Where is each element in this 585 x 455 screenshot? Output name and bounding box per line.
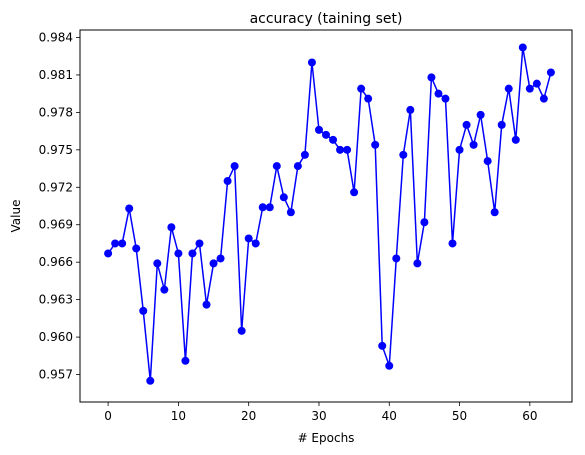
data-point bbox=[420, 218, 429, 227]
data-point bbox=[202, 300, 211, 309]
data-point bbox=[371, 140, 380, 149]
y-tick-label: 0.972 bbox=[39, 180, 73, 194]
x-tick-label: 60 bbox=[522, 409, 537, 423]
y-axis: 0.957 0.960 0.963 0.966 0.969 0.972 0.975 0.978… bbox=[39, 30, 80, 382]
data-point bbox=[216, 254, 225, 263]
y-tick-label: 0.975 bbox=[39, 143, 73, 157]
x-tick-label: 0 bbox=[104, 409, 112, 423]
plot-area bbox=[104, 43, 555, 385]
x-axis-label: # Epochs bbox=[298, 431, 355, 445]
data-point bbox=[181, 356, 190, 365]
data-point bbox=[441, 94, 450, 103]
data-point bbox=[322, 130, 330, 139]
y-tick-label: 0.966 bbox=[39, 255, 73, 269]
data-point bbox=[539, 94, 548, 103]
data-point bbox=[223, 177, 232, 186]
x-tick-label: 20 bbox=[241, 409, 256, 423]
data-point bbox=[357, 84, 366, 93]
data-point bbox=[385, 361, 394, 370]
y-tick-label: 0.984 bbox=[39, 30, 73, 44]
data-point bbox=[300, 150, 309, 159]
data-point bbox=[244, 234, 253, 243]
data-point bbox=[251, 239, 260, 248]
data-point bbox=[378, 341, 387, 350]
data-point bbox=[160, 285, 169, 294]
y-axis-label: Value bbox=[9, 200, 23, 233]
data-point bbox=[406, 105, 415, 114]
data-point bbox=[525, 84, 534, 93]
data-point bbox=[265, 203, 274, 212]
series-line bbox=[107, 47, 552, 381]
data-point bbox=[146, 376, 155, 385]
data-point bbox=[511, 135, 520, 144]
data-point bbox=[167, 223, 176, 232]
data-point bbox=[546, 68, 555, 77]
data-point bbox=[434, 89, 443, 98]
data-point bbox=[455, 145, 464, 154]
data-point bbox=[286, 208, 295, 217]
data-point bbox=[104, 249, 113, 258]
data-point bbox=[258, 203, 267, 212]
data-point bbox=[209, 259, 218, 268]
data-point bbox=[490, 208, 499, 217]
data-point bbox=[118, 239, 127, 248]
y-tick-label: 0.963 bbox=[39, 293, 73, 307]
data-point bbox=[132, 244, 141, 253]
data-point bbox=[476, 110, 485, 119]
data-point bbox=[188, 249, 197, 258]
data-point bbox=[448, 239, 457, 248]
x-tick-label: 10 bbox=[171, 409, 186, 423]
data-point bbox=[237, 326, 246, 335]
data-point bbox=[392, 254, 401, 263]
chart-title: accuracy (taining set) bbox=[250, 11, 403, 27]
data-point bbox=[413, 259, 422, 268]
data-point bbox=[504, 84, 513, 93]
data-point bbox=[314, 125, 323, 134]
y-tick-label: 0.969 bbox=[39, 218, 73, 232]
data-point bbox=[532, 79, 541, 88]
data-point bbox=[336, 145, 345, 154]
data-point bbox=[350, 188, 359, 197]
data-point bbox=[111, 239, 120, 248]
plot-frame bbox=[79, 29, 573, 403]
data-point bbox=[399, 150, 408, 159]
x-tick-label: 30 bbox=[311, 409, 326, 423]
y-tick-label: 0.978 bbox=[39, 105, 73, 119]
data-point bbox=[125, 204, 134, 213]
data-point bbox=[469, 140, 478, 149]
x-tick-label: 40 bbox=[382, 409, 397, 423]
data-point bbox=[153, 259, 162, 268]
data-point bbox=[483, 157, 492, 166]
y-tick-label: 0.981 bbox=[39, 68, 73, 82]
data-point bbox=[279, 193, 288, 202]
data-point bbox=[462, 120, 471, 129]
data-point bbox=[343, 145, 352, 154]
x-axis: 0 10 20 30 40 50 60 bbox=[104, 402, 537, 423]
data-point bbox=[307, 58, 316, 67]
data-point bbox=[293, 162, 302, 171]
data-point bbox=[329, 135, 338, 144]
data-point bbox=[427, 73, 436, 82]
x-tick-label: 50 bbox=[452, 409, 467, 423]
data-point bbox=[518, 43, 527, 52]
data-point bbox=[230, 162, 239, 171]
y-tick-label: 0.960 bbox=[39, 330, 73, 344]
data-point bbox=[272, 162, 281, 171]
data-point bbox=[364, 94, 373, 103]
data-point bbox=[174, 249, 183, 258]
data-point bbox=[497, 120, 506, 129]
y-tick-label: 0.957 bbox=[39, 368, 73, 382]
data-point bbox=[139, 306, 148, 315]
data-point bbox=[195, 239, 204, 248]
